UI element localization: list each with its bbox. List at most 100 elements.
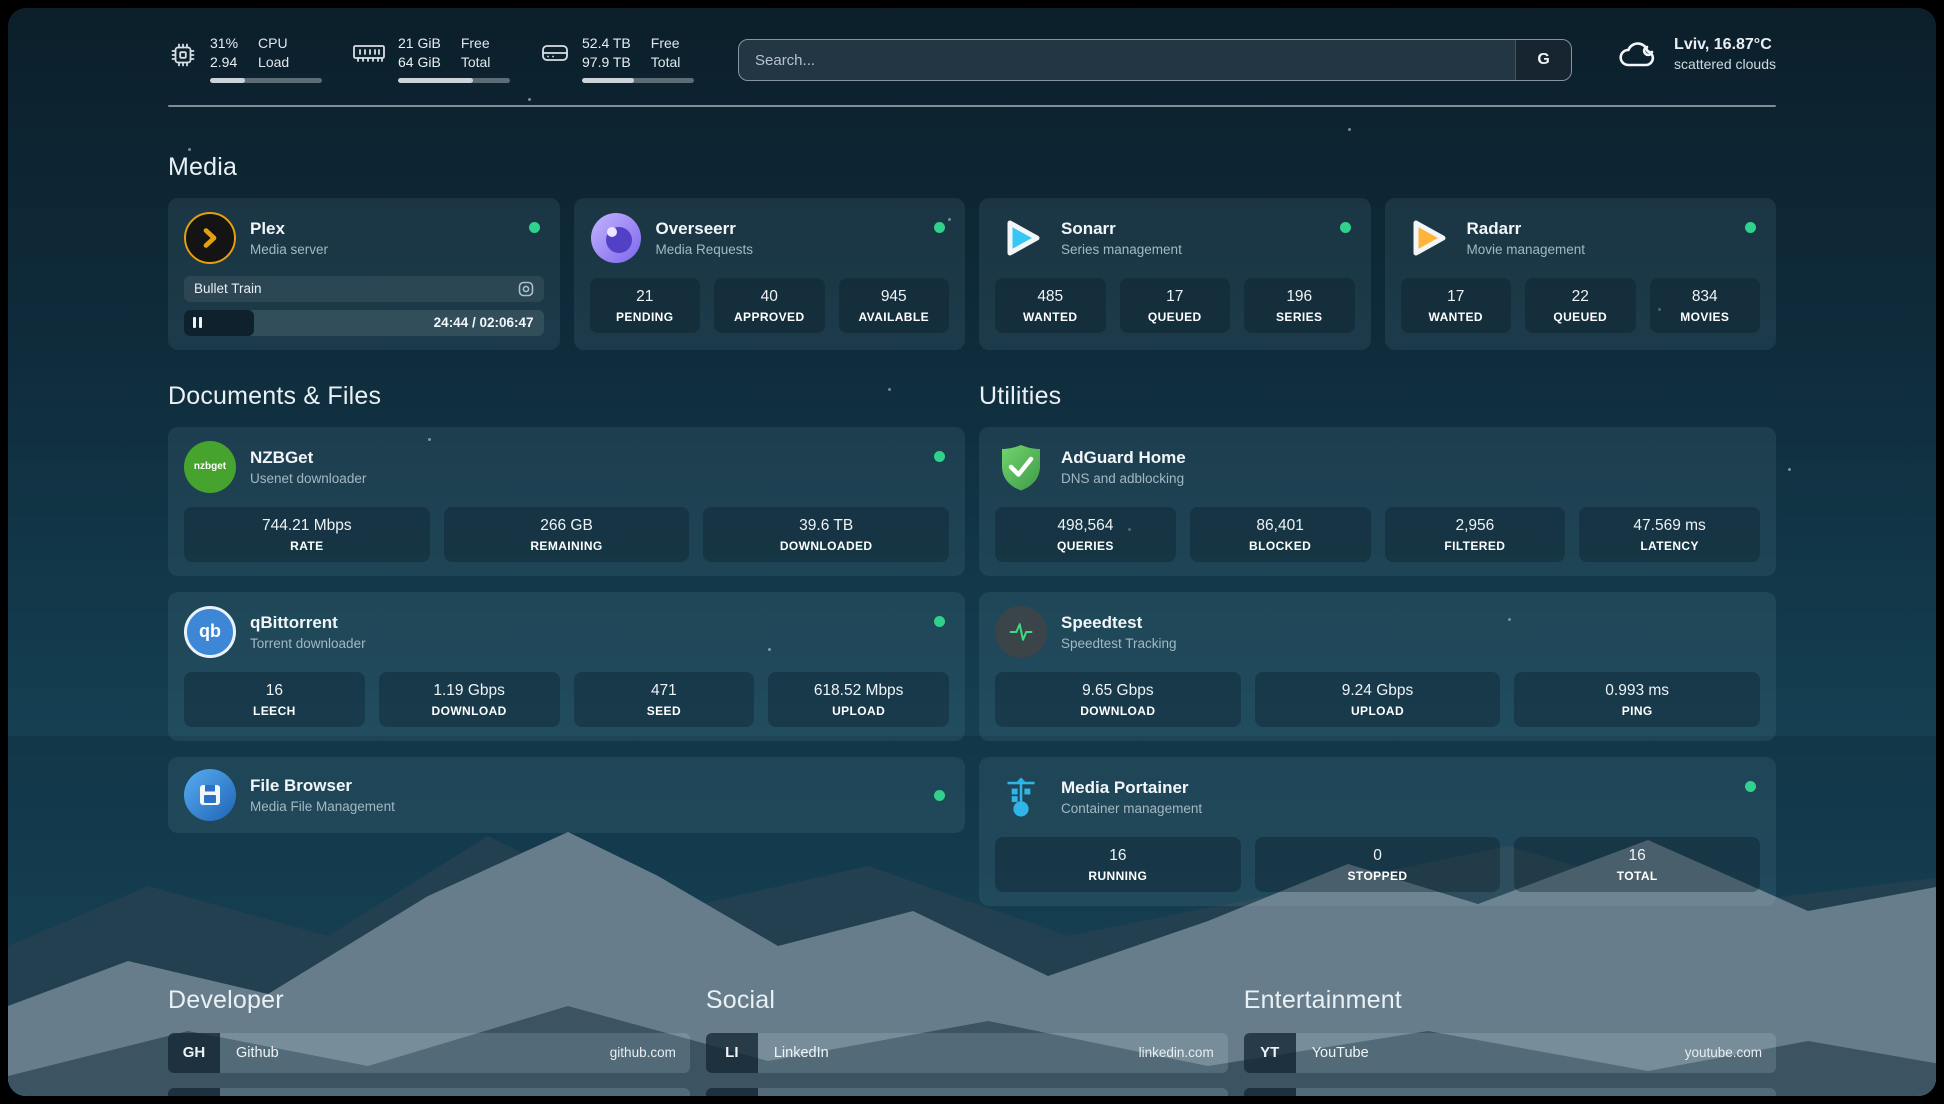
- bookmark-linkedin[interactable]: LI LinkedIn linkedin.com: [705, 1032, 1228, 1073]
- service-card-speedtest[interactable]: Speedtest Speedtest Tracking 9.65 Gbps D…: [979, 591, 1776, 741]
- bookmark-twitter[interactable]: TW Twitter twitter.com: [705, 1087, 1228, 1096]
- stat-stopped: 0 STOPPED: [1254, 836, 1501, 892]
- search-input[interactable]: [739, 40, 1516, 80]
- adguard-icon: [995, 441, 1047, 493]
- service-name: Overseerr: [655, 218, 736, 238]
- status-dot: [934, 615, 945, 627]
- service-name: AdGuard Home: [1061, 447, 1186, 467]
- stat-ping: 0.993 ms PING: [1514, 671, 1761, 727]
- section-title-developer: Developer: [168, 985, 284, 1014]
- filebrowser-icon: [184, 768, 236, 821]
- media-type-icon: [518, 281, 533, 297]
- bookmark-youtube[interactable]: YT YouTube youtube.com: [1243, 1032, 1776, 1073]
- service-desc: Series management: [1061, 241, 1182, 257]
- stat-available: 945 AVAILABLE: [838, 277, 949, 333]
- service-desc: Movie management: [1466, 241, 1586, 257]
- service-name: File Browser: [250, 775, 353, 795]
- cpu-load-value: 2.94: [210, 53, 238, 70]
- bookmark-abbr: LI: [705, 1032, 758, 1073]
- stat-download: 1.19 Gbps DOWNLOAD: [378, 671, 560, 727]
- weather-location-temp: Lviv, 16.87°C: [1674, 36, 1772, 53]
- speedtest-icon: [995, 605, 1047, 658]
- cpu-percent: 31%: [210, 35, 239, 51]
- ram-total-label: Total: [460, 53, 491, 70]
- disk-total-value: 97.9 TB: [582, 53, 631, 70]
- stat-wanted: 485 WANTED: [995, 277, 1106, 333]
- service-card-qbittorrent[interactable]: qb qBittorrent Torrent downloader 16 LEE…: [168, 591, 965, 741]
- stat-upload: 9.24 Gbps UPLOAD: [1254, 671, 1501, 727]
- ram-usage-bar: [398, 77, 510, 83]
- service-name: Speedtest: [1061, 612, 1143, 632]
- cpu-icon: [171, 43, 195, 67]
- search-provider-button[interactable]: G: [1515, 40, 1572, 80]
- status-dot: [528, 221, 540, 233]
- cpu-widget: 31% 2.94 CPU Load: [168, 34, 322, 83]
- stat-queued: 22 QUEUED: [1525, 277, 1636, 333]
- status-dot: [934, 221, 945, 233]
- bookmark-abbr: TW: [705, 1087, 758, 1096]
- service-card-sonarr[interactable]: Sonarr Series management 485 WANTED 17 Q…: [979, 197, 1371, 350]
- stat-queued: 17 QUEUED: [1119, 277, 1230, 333]
- cpu-load-label: Load: [258, 53, 290, 70]
- service-card-overseerr[interactable]: Overseerr Media Requests 21 PENDING 40 A…: [573, 197, 965, 350]
- mountain-background: [8, 736, 1936, 1096]
- stat-download: 9.65 Gbps DOWNLOAD: [995, 671, 1241, 727]
- top-bar: 31% 2.94 CPU Load: [168, 34, 1776, 83]
- playback-time: 24:44 / 02:06:47: [433, 315, 534, 331]
- radarr-icon: [1401, 212, 1453, 264]
- section-title-utilities: Utilities: [979, 381, 1062, 410]
- weather-widget: Lviv, 16.87°C scattered clouds: [1616, 36, 1776, 72]
- status-dot: [1339, 221, 1351, 233]
- service-name: Plex: [250, 218, 285, 238]
- ram-total-value: 64 GiB: [398, 53, 441, 70]
- service-card-adguard[interactable]: AdGuard Home DNS and adblocking 498,564 …: [979, 426, 1776, 576]
- disk-usage-bar: [582, 77, 694, 83]
- service-name: Radarr: [1466, 218, 1522, 238]
- section-title-entertainment: Entertainment: [1243, 985, 1402, 1014]
- service-desc: Media server: [250, 241, 329, 257]
- cpu-label: CPU: [258, 35, 288, 51]
- stat-seed: 471 SEED: [573, 671, 755, 727]
- stat-wanted: 17 WANTED: [1400, 277, 1511, 333]
- stat-downloaded: 39.6 TB DOWNLOADED: [703, 506, 950, 562]
- overseerr-icon: [590, 212, 642, 264]
- ram-free-label: Free: [460, 35, 490, 51]
- service-desc: Container management: [1061, 800, 1203, 816]
- service-desc: Media Requests: [655, 241, 754, 257]
- ram-free-value: 21 GiB: [398, 35, 441, 51]
- cpu-usage-bar: [210, 77, 322, 83]
- stat-latency: 47.569 ms LATENCY: [1579, 506, 1760, 562]
- bookmark-netflix[interactable]: NF Netflix netflix.com: [1243, 1087, 1776, 1096]
- bookmark-github[interactable]: GH Github github.com: [168, 1032, 690, 1073]
- service-card-filebrowser[interactable]: File Browser Media File Management: [168, 756, 965, 833]
- status-dot: [934, 450, 945, 462]
- service-card-nzbget[interactable]: nzbget NZBGet Usenet downloader 744.21 M…: [168, 426, 965, 576]
- status-dot: [1745, 221, 1756, 233]
- nzbget-icon: nzbget: [184, 440, 236, 493]
- memory-widget: 21 GiB 64 GiB Free Total: [352, 34, 510, 83]
- search-bar: G: [738, 39, 1573, 81]
- service-name: Sonarr: [1061, 218, 1116, 238]
- bookmark-abbr: GH: [168, 1032, 220, 1073]
- dashboard-window: 31% 2.94 CPU Load: [8, 8, 1936, 1096]
- service-card-plex[interactable]: Plex Media server Bullet Train: [168, 197, 560, 350]
- portainer-icon: [995, 771, 1047, 823]
- stat-movies: 834 MOVIES: [1649, 277, 1760, 333]
- service-name: qBittorrent: [250, 612, 338, 632]
- bookmark-stackoverflow[interactable]: SO StackOverflow stackoverflow.com: [168, 1087, 690, 1096]
- stat-approved: 40 APPROVED: [714, 277, 825, 333]
- service-card-radarr[interactable]: Radarr Movie management 17 WANTED 22 QUE…: [1384, 197, 1776, 350]
- bookmark-abbr: SO: [168, 1087, 220, 1096]
- service-desc: Usenet downloader: [250, 470, 367, 486]
- service-card-portainer[interactable]: Media Portainer Container management 16 …: [979, 756, 1776, 906]
- stat-series: 196 SERIES: [1244, 277, 1355, 333]
- disk-widget: 52.4 TB 97.9 TB Free Total: [540, 34, 694, 83]
- status-dot: [1745, 780, 1756, 792]
- disk-total-label: Total: [650, 53, 681, 70]
- stat-queries: 498,564 QUERIES: [995, 506, 1176, 562]
- section-title-documents: Documents & Files: [168, 381, 382, 410]
- bookmark-url: linkedin.com: [1138, 1045, 1214, 1061]
- bookmark-abbr: YT: [1243, 1032, 1296, 1073]
- weather-condition: scattered clouds: [1674, 56, 1776, 72]
- service-desc: DNS and adblocking: [1061, 470, 1185, 486]
